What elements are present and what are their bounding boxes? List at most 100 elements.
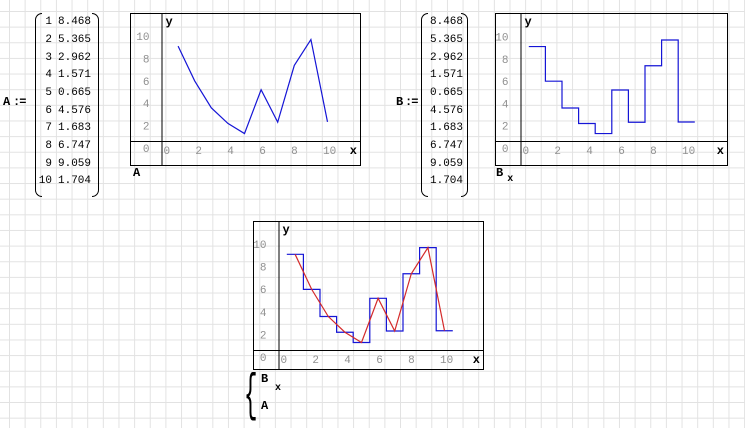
variable-name-b: B bbox=[396, 95, 404, 109]
y-axis-title: y bbox=[166, 15, 173, 29]
y-tick-label: 10 bbox=[495, 33, 508, 45]
plot-region-a[interactable]: 0 2 4 6 8 10 0 2 4 6 8 10 y x bbox=[130, 13, 361, 166]
x-tick-label: 4 bbox=[586, 146, 593, 158]
matrix-cell: 4.576 bbox=[430, 104, 464, 117]
matrix-paren-right bbox=[92, 13, 99, 197]
x-tick-label: 0 bbox=[281, 355, 288, 367]
x-tick-label: 6 bbox=[618, 146, 625, 158]
matrix-cell: 2 bbox=[45, 33, 52, 46]
matrix-row: 6 4.576 bbox=[38, 102, 91, 120]
plot-region-b[interactable]: 0 2 4 6 8 10 0 2 4 6 8 10 y x bbox=[495, 13, 728, 166]
matrix-row: 2 5.365 bbox=[38, 31, 91, 49]
matrix-row: 0.665 bbox=[430, 84, 463, 102]
x-tick-label: 2 bbox=[195, 146, 202, 158]
matrix-cell: 4 bbox=[45, 69, 52, 82]
plot-border bbox=[253, 221, 484, 370]
matrix-row: 5 0.665 bbox=[38, 84, 91, 102]
matrix-cell: 1.683 bbox=[430, 122, 464, 135]
matrix-cell: 0.665 bbox=[58, 86, 92, 99]
matrix-row: 8 6.747 bbox=[38, 137, 91, 155]
x-tick-label: 6 bbox=[376, 355, 383, 367]
series-a bbox=[177, 37, 329, 135]
matrix-paren-left bbox=[421, 13, 428, 197]
matrix-row: 1.571 bbox=[430, 66, 463, 84]
x-tick-label: 4 bbox=[227, 146, 234, 158]
y-axis-title: y bbox=[525, 15, 532, 29]
matrix-row: 7 1.683 bbox=[38, 120, 91, 138]
series-b-x bbox=[286, 247, 453, 344]
y-tick-label: 8 bbox=[143, 54, 150, 66]
x-tick-label: 8 bbox=[408, 355, 415, 367]
x-tick-label: 0 bbox=[523, 146, 530, 158]
y-tick-label: 6 bbox=[502, 77, 509, 89]
matrix-row: 2.962 bbox=[430, 49, 463, 67]
caption-subscript: x bbox=[507, 174, 514, 185]
matrix-row: 6.747 bbox=[430, 137, 463, 155]
legend-item-b: B bbox=[261, 372, 269, 386]
x-axis-title: x bbox=[350, 144, 357, 158]
y-tick-label: 10 bbox=[253, 240, 266, 252]
y-tick-label: 0 bbox=[143, 144, 150, 156]
x-tick-label: 10 bbox=[682, 146, 695, 158]
y-tick-label: 8 bbox=[502, 55, 509, 67]
matrix-cell: 7 bbox=[45, 122, 52, 135]
matrix-cell: 2.962 bbox=[58, 51, 92, 64]
y-tick-label: 10 bbox=[136, 32, 149, 44]
assign-operator: := bbox=[405, 95, 418, 109]
matrix-row: 4 1.571 bbox=[38, 66, 91, 84]
plot-caption-a: A bbox=[133, 167, 140, 180]
matrix-cell: 1.704 bbox=[430, 175, 464, 188]
legend-item-a: A bbox=[261, 399, 269, 413]
matrix-cell: 9 bbox=[45, 157, 52, 170]
series-b-x bbox=[528, 39, 695, 135]
legend-item-b-subscript: x bbox=[275, 383, 282, 394]
series-a bbox=[294, 246, 446, 344]
plot-border bbox=[130, 13, 361, 166]
matrix-cell: 9.059 bbox=[430, 157, 464, 170]
matrix-cell: 9.059 bbox=[58, 157, 92, 170]
matrix-row: 1.704 bbox=[430, 173, 463, 191]
x-tick-label: 2 bbox=[554, 146, 561, 158]
matrix-cell: 1.571 bbox=[58, 69, 92, 82]
y-tick-label: 2 bbox=[143, 122, 150, 134]
matrix-cell: 8 bbox=[45, 140, 52, 153]
y-tick-label: 6 bbox=[260, 285, 267, 297]
y-tick-label: 4 bbox=[502, 99, 509, 111]
matrix-cell: 1.704 bbox=[58, 175, 92, 188]
variable-name-a: A bbox=[3, 95, 11, 109]
y-tick-label: 4 bbox=[143, 99, 150, 111]
caption-text: B bbox=[496, 166, 504, 180]
matrix-cell: 1.683 bbox=[58, 122, 92, 135]
matrix-b-values: 8.468 5.365 2.962 1.571 0.665 4.576 1.683 6.747… bbox=[430, 13, 463, 190]
matrix-row: 1 8.468 bbox=[38, 13, 91, 31]
matrix-row: 8.468 bbox=[430, 13, 463, 31]
matrix-cell: 8.468 bbox=[430, 16, 464, 29]
matrix-cell: 4.576 bbox=[58, 104, 92, 117]
x-tick-label: 10 bbox=[323, 146, 336, 158]
matrix-row: 3 2.962 bbox=[38, 49, 91, 67]
y-tick-label: 2 bbox=[502, 122, 509, 134]
x-tick-label: 2 bbox=[312, 355, 319, 367]
legend-brace: { bbox=[244, 366, 258, 427]
matrix-row: 10 1.704 bbox=[38, 173, 91, 191]
matrix-cell: 6.747 bbox=[58, 140, 92, 153]
matrix-row: 4.576 bbox=[430, 102, 463, 120]
plot-region-combined[interactable]: 0 2 4 6 8 10 0 2 4 6 8 10 y x bbox=[253, 221, 484, 370]
matrix-definition-a[interactable]: A := 1 8.468 2 5.365 3 2.962 4 1.571 5 0.665 6 4.57… bbox=[2, 13, 104, 197]
y-tick-label: 4 bbox=[260, 308, 267, 320]
matrix-cell: 1.571 bbox=[430, 69, 464, 82]
y-axis-title: y bbox=[283, 223, 290, 237]
matrix-cell: 3 bbox=[45, 51, 52, 64]
assign-operator: := bbox=[13, 95, 26, 109]
matrix-cell: 0.665 bbox=[430, 86, 464, 99]
matrix-definition-b[interactable]: B := 8.468 5.365 2.962 1.571 0.665 4.576 1.683… bbox=[395, 13, 471, 197]
y-tick-label: 0 bbox=[502, 144, 509, 156]
y-tick-label: 0 bbox=[260, 353, 267, 365]
x-tick-label: 8 bbox=[291, 146, 298, 158]
x-axis-title: x bbox=[473, 353, 480, 367]
x-tick-label: 8 bbox=[650, 146, 657, 158]
x-tick-label: 0 bbox=[164, 146, 171, 158]
matrix-cell: 1 bbox=[45, 16, 52, 29]
